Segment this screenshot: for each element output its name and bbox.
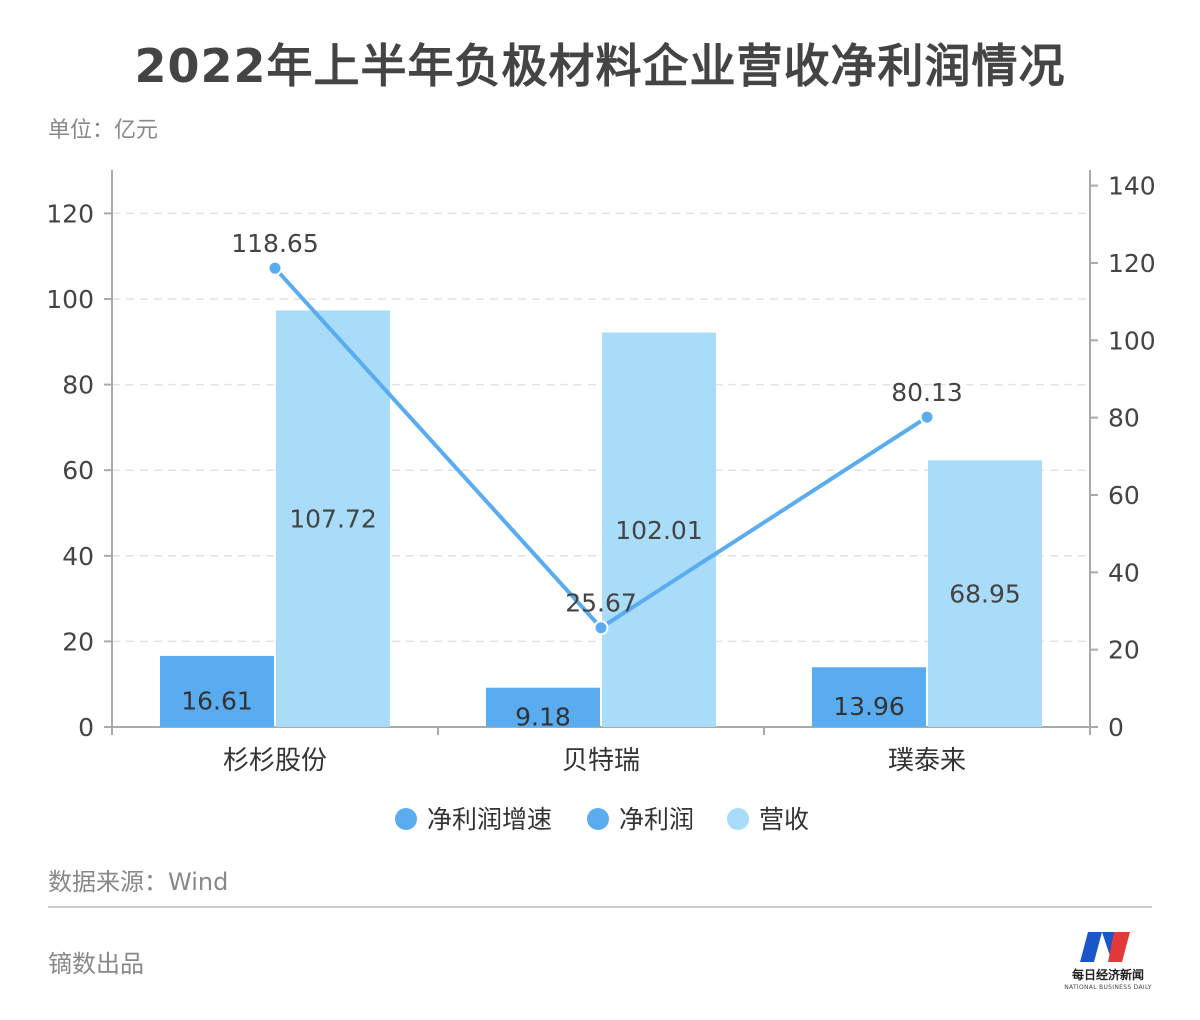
bar-label-net-profit: 9.18 [515,702,571,731]
logo-text: 每日经济新闻 [1071,968,1144,982]
y-tick-label-left: 60 [62,456,94,485]
bar-net-profit [812,667,926,727]
category-label: 杉杉股份 [223,746,327,776]
legend-marker [587,808,609,830]
y-tick-label-right: 100 [1108,326,1156,355]
point-growth [919,409,935,425]
bar-label-revenue: 102.01 [615,516,702,545]
y-tick-label-right: 140 [1108,172,1156,201]
legend-label: 营收 [759,805,809,834]
unit-label: 单位：亿元 [48,118,159,143]
legend-label: 净利润 [619,805,694,834]
point-label-growth: 25.67 [565,589,637,618]
bar-net-profit [160,655,274,727]
chart-title: 2022年上半年负极材料企业营收净利润情况 [134,39,1066,93]
bar-net-profit [486,687,600,727]
bar-revenue [928,460,1042,727]
bar-label-revenue: 68.95 [949,580,1021,609]
chart: 0 20 40 60 80 100 120 0 20 40 60 80 100 120 140 16.61 10… [46,170,1156,834]
logo-subtext: NATIONAL BUSINESS DAILY [1064,984,1152,991]
bar-revenue [276,310,390,727]
y-tick-label-right: 40 [1108,558,1140,587]
bar-label-net-profit: 16.61 [181,686,253,715]
point-growth [593,620,609,636]
legend-label: 净利润增速 [427,805,552,834]
footer-divider [48,906,1152,908]
y-tick-label-right: 80 [1108,404,1140,433]
point-label-growth: 80.13 [891,378,963,407]
y-tick-label-left: 80 [62,371,94,400]
y-tick-label-right: 20 [1108,636,1140,665]
bar-revenue [602,332,716,727]
legend-marker [395,808,417,830]
y-tick-label-right: 60 [1108,481,1140,510]
nbd-logo [1080,932,1130,962]
y-tick-label-left: 120 [46,199,94,228]
category-label: 贝特瑞 [562,746,640,776]
category-label: 璞泰来 [888,746,966,776]
bar-label-revenue: 107.72 [289,505,376,534]
point-label-growth: 118.65 [231,229,318,258]
y-tick-label-left: 20 [62,627,94,656]
y-tick-label-right: 0 [1108,713,1124,742]
data-source: 数据来源：Wind [48,868,229,896]
y-tick-label-left: 0 [78,713,94,742]
y-tick-label-left: 40 [62,542,94,571]
y-tick-label-left: 100 [46,285,94,314]
point-growth [267,260,283,276]
y-tick-label-right: 120 [1108,249,1156,278]
bar-label-net-profit: 13.96 [833,692,905,721]
credit-label: 镝数出品 [48,950,144,978]
legend-marker [727,808,749,830]
